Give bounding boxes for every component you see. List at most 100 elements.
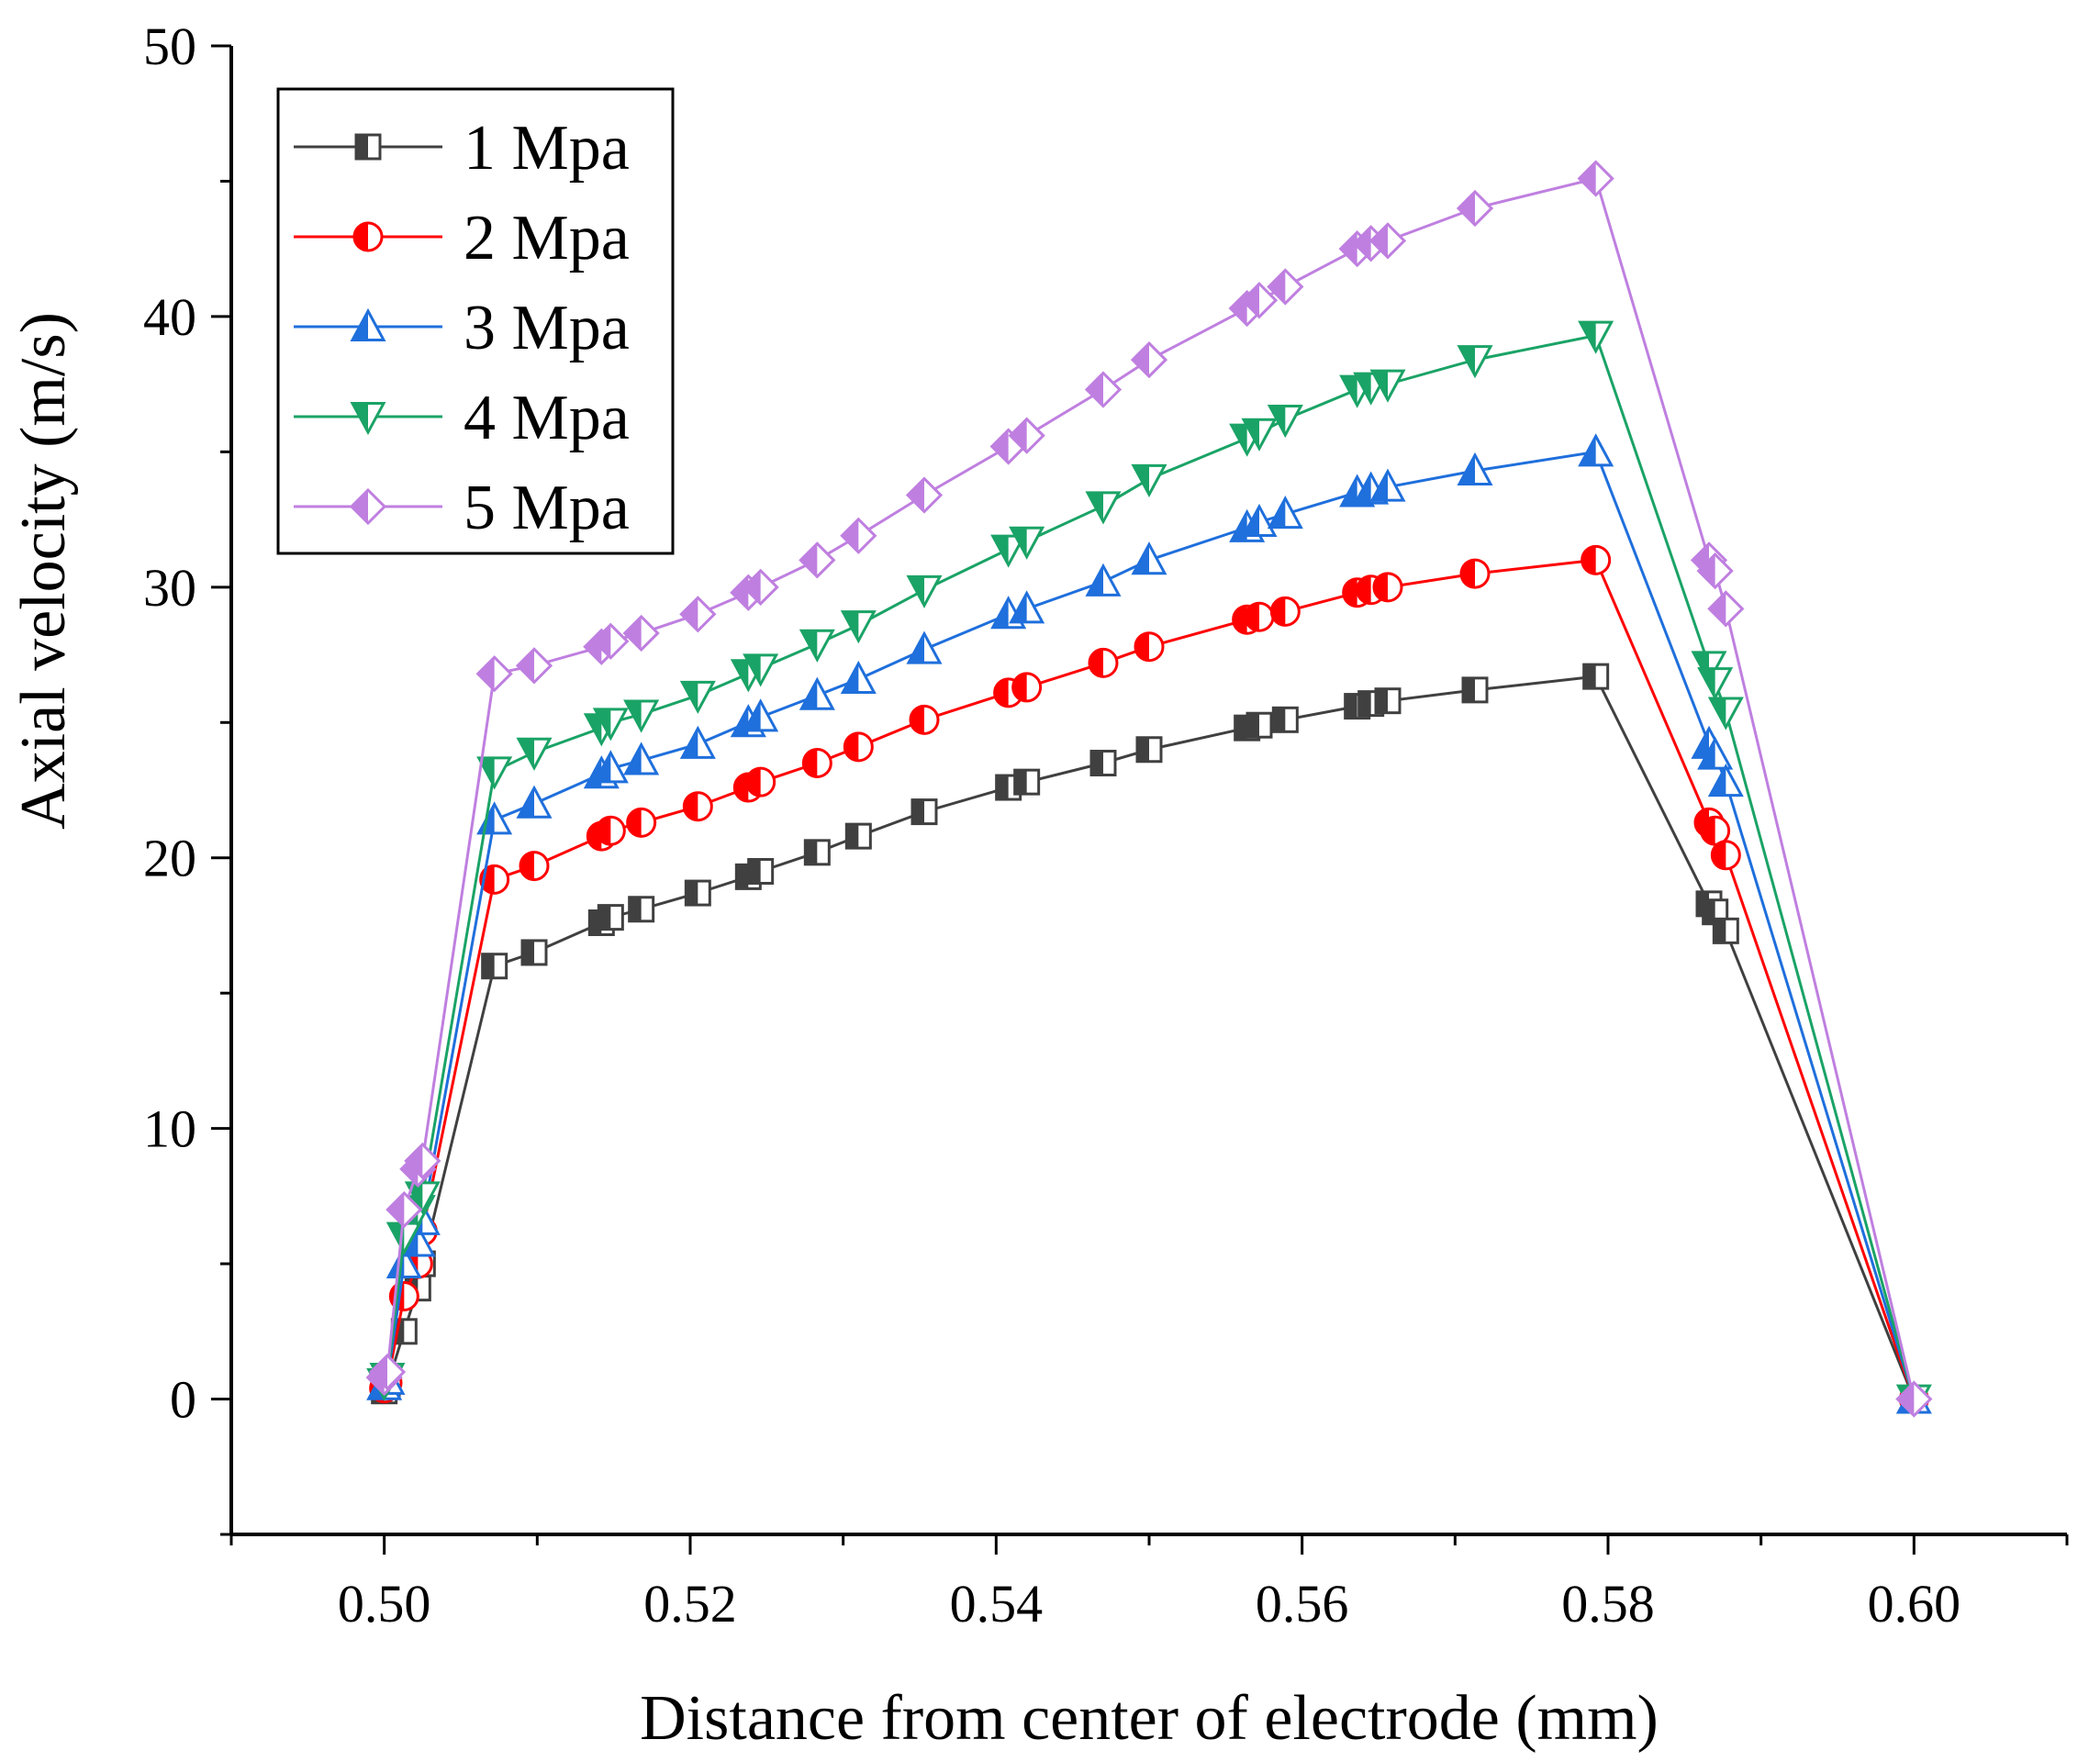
data-point [1368, 222, 1407, 260]
data-point [801, 748, 832, 779]
data-point [1707, 697, 1744, 730]
legend-item: 2 Mpa [294, 203, 630, 273]
y-axis-title: Axial velocity (m/s) [8, 312, 79, 830]
data-point [1009, 526, 1045, 560]
data-point [1084, 371, 1123, 408]
x-tick-label: 0.56 [1256, 1574, 1349, 1634]
x-tick-label: 0.52 [643, 1574, 737, 1634]
data-point [1013, 768, 1041, 796]
data-point [1461, 676, 1489, 704]
data-point [1088, 647, 1119, 678]
data-point [905, 476, 944, 514]
data-point [385, 1190, 423, 1229]
data-point [475, 655, 513, 693]
data-point [481, 953, 508, 980]
data-point [1369, 468, 1406, 502]
legend-label: 1 Mpa [464, 113, 630, 184]
series-line [383, 558, 1916, 1400]
x-tick-label: 0.60 [1868, 1574, 1961, 1634]
data-point [1697, 736, 1734, 770]
legend-marker [349, 487, 387, 526]
data-point [682, 791, 713, 822]
y-tick-label: 50 [143, 17, 196, 76]
data-point [1459, 558, 1491, 589]
data-point [1697, 667, 1734, 701]
data-point [597, 904, 624, 931]
data-point [1267, 496, 1303, 530]
y-tick-label: 10 [143, 1099, 196, 1159]
legend-label: 2 Mpa [464, 203, 630, 273]
data-point [1582, 663, 1610, 690]
data-point [743, 698, 779, 732]
data-point [404, 1142, 441, 1180]
data-point [990, 534, 1027, 568]
data-point [1267, 405, 1303, 439]
data-point [1085, 563, 1122, 597]
legend-label: 3 Mpa [464, 293, 630, 363]
legend-marker [354, 133, 382, 161]
data-point [1578, 320, 1614, 354]
data-point [592, 622, 630, 660]
ticks: 0.50 0.52 0.54 0.56 0.58 0.60 0 10 20 30 40 50 [143, 17, 2069, 1634]
data-point [1134, 631, 1165, 663]
data-point [843, 731, 874, 763]
data-point [1008, 417, 1045, 454]
data-point [1011, 672, 1043, 703]
data-point [803, 839, 831, 866]
data-point [1707, 590, 1745, 628]
data-point [1135, 736, 1163, 764]
data-point [1245, 711, 1273, 739]
legend-item: 3 Mpa [294, 293, 630, 363]
data-point [1578, 433, 1614, 467]
data-point [368, 1353, 407, 1391]
legend-box [276, 87, 675, 555]
y-tick-label: 0 [170, 1370, 196, 1430]
data-point [1581, 544, 1612, 575]
data-point [516, 785, 553, 819]
data-point [840, 517, 877, 554]
data-point [1269, 596, 1301, 627]
data-point [519, 851, 550, 882]
data-point [1089, 750, 1117, 777]
series-2 [369, 544, 1929, 1415]
y-tick-label: 20 [143, 829, 196, 888]
data-point [1271, 706, 1299, 733]
data-point [799, 676, 835, 710]
data-point [1267, 268, 1304, 306]
data-point [1895, 1380, 1933, 1418]
legend-label: 5 Mpa [464, 473, 630, 543]
legend-marker [350, 402, 386, 436]
data-point [679, 725, 716, 759]
data-point [742, 568, 779, 606]
data-point [1241, 418, 1278, 452]
data-point [1372, 572, 1403, 603]
data-point [844, 822, 872, 850]
data-point [476, 756, 513, 790]
plot-area [365, 160, 1933, 1418]
data-point [1130, 340, 1168, 379]
data-point [1009, 590, 1045, 624]
data-point [1241, 503, 1278, 537]
data-point [595, 815, 626, 846]
legend-marker [350, 307, 386, 341]
data-point [799, 629, 835, 663]
data-point [840, 610, 877, 644]
legend-marker [352, 221, 384, 252]
data-point [840, 660, 877, 695]
data-point [1457, 345, 1493, 379]
data-point [745, 766, 776, 797]
data-point [1085, 491, 1122, 525]
data-point [516, 737, 553, 771]
data-point [747, 857, 775, 885]
data-point [1457, 452, 1493, 485]
legend-item: 5 Mpa [294, 473, 630, 543]
x-tick-label: 0.50 [338, 1574, 431, 1634]
data-point [1707, 763, 1744, 797]
data-point [743, 653, 779, 687]
y-tick-label: 40 [143, 287, 196, 347]
data-point [909, 704, 940, 735]
data-point [1374, 687, 1402, 715]
data-point [799, 541, 836, 579]
data-point [1696, 552, 1734, 590]
